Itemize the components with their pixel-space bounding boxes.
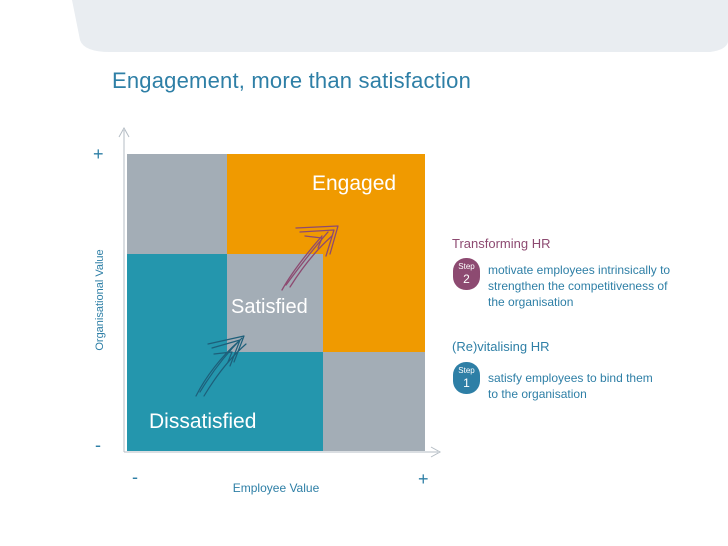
quadrant-label-dissatisfied: Dissatisfied <box>149 410 257 433</box>
step2-line2: strengthen the competitiveness of <box>488 279 668 293</box>
y-axis-plus: + <box>93 144 104 164</box>
matrix-cell-dissatisfied-upper <box>127 254 227 352</box>
step2-line1: motivate employees intrinsically to <box>488 263 671 277</box>
x-axis-plus: + <box>418 469 429 489</box>
matrix-cell-bottom-right <box>323 352 425 451</box>
slide-title: Engagement, more than satisfaction <box>112 68 472 93</box>
matrix-cell-engaged <box>227 154 425 254</box>
step1-badge-word: Step <box>458 366 475 375</box>
step2-badge-word: Step <box>458 262 475 271</box>
arrow-to-satisfied <box>195 335 247 397</box>
step1-badge-number: 1 <box>463 376 470 390</box>
matrix-cell-top-left <box>127 154 227 254</box>
step1-line2: to the organisation <box>488 387 587 401</box>
step2-line3: the organisation <box>488 295 574 309</box>
y-axis-minus: - <box>95 435 101 455</box>
step2-description: motivate employees intrinsically to stre… <box>488 262 718 310</box>
step2-heading: Transforming HR <box>452 236 551 251</box>
step1-badge: Step 1 <box>453 362 480 394</box>
step1-heading: (Re)vitalising HR <box>452 339 550 354</box>
quadrant-label-satisfied: Satisfied <box>231 296 308 318</box>
arrow-to-engaged <box>281 225 339 291</box>
step2-badge: Step 2 <box>453 258 480 290</box>
step2-badge-number: 2 <box>463 272 470 286</box>
step1-description: satisfy employees to bind them to the or… <box>488 370 718 402</box>
matrix-cell-dissatisfied <box>127 352 323 451</box>
step1-line1: satisfy employees to bind them <box>488 371 653 385</box>
x-axis-label: Employee Value <box>232 481 320 495</box>
quadrant-label-engaged: Engaged <box>312 172 397 195</box>
matrix-cell-engaged-lower <box>323 254 425 352</box>
x-axis-minus: - <box>132 467 138 487</box>
